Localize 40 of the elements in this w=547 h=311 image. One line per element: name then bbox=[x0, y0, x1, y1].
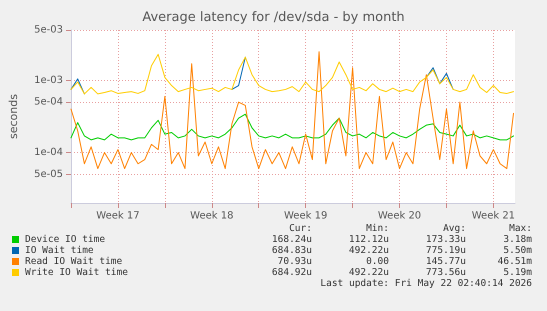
text: 112.12u bbox=[348, 234, 389, 245]
text: 168.24u bbox=[270, 234, 312, 245]
text: 492.22u bbox=[348, 267, 389, 278]
text: 145.77u bbox=[424, 256, 466, 267]
text: 46.51m bbox=[496, 256, 532, 267]
text: 173.33u bbox=[424, 234, 466, 245]
x-tick-label: Week 17 bbox=[96, 210, 140, 222]
x-tick-label: Week 19 bbox=[284, 210, 328, 222]
x-tick-label: Week 20 bbox=[378, 210, 422, 222]
text: Max: bbox=[508, 223, 532, 234]
text: 684.92u bbox=[270, 267, 312, 278]
line-series bbox=[70, 114, 514, 140]
y-tick-label: 5e-04 bbox=[34, 96, 63, 108]
text: 5.50m bbox=[502, 245, 532, 256]
text: 5.19m bbox=[502, 267, 532, 278]
y-tick-label: 1e-04 bbox=[34, 147, 63, 158]
y-tick-label: 1e-03 bbox=[34, 74, 63, 86]
text: 775.19u bbox=[424, 245, 466, 256]
text: 773.56u bbox=[424, 267, 466, 278]
legend-label: Read IO Wait time bbox=[25, 256, 122, 267]
text: 3.18m bbox=[502, 234, 532, 245]
x-tick-label: Week 21 bbox=[472, 210, 516, 222]
line-series bbox=[70, 54, 514, 94]
text: Last update: Fri May 22 02:40:14 2026 bbox=[319, 278, 532, 290]
text: Min: bbox=[365, 223, 389, 234]
legend-label: IO Wait time bbox=[25, 245, 94, 256]
text: Avg: bbox=[442, 223, 466, 234]
x-tick-label: Week 18 bbox=[190, 210, 234, 222]
text: 684.83u bbox=[270, 245, 312, 256]
legend-label: Write IO Wait time bbox=[25, 267, 128, 278]
y-tick-label: 5e-05 bbox=[34, 168, 63, 180]
line-series bbox=[70, 51, 514, 170]
text: Cur: bbox=[288, 223, 312, 234]
text: 492.22u bbox=[348, 245, 389, 256]
y-axis-title: seconds bbox=[7, 94, 20, 139]
chart-title: Average latency for /dev/sda - by month bbox=[142, 10, 405, 25]
text: 70.93u bbox=[276, 256, 312, 267]
text: 0.00 bbox=[365, 256, 389, 267]
legend-label: Device IO time bbox=[25, 234, 106, 245]
y-tick-label: 5e-03 bbox=[34, 24, 63, 36]
